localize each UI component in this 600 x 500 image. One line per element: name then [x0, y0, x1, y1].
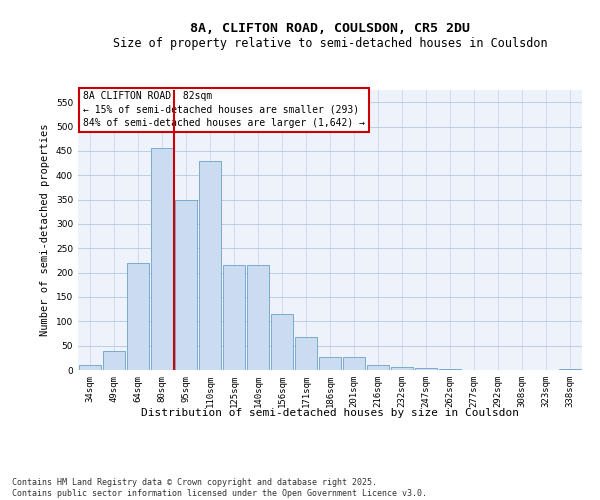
Bar: [559, 368, 581, 370]
Text: 8A, CLIFTON ROAD, COULSDON, CR5 2DU: 8A, CLIFTON ROAD, COULSDON, CR5 2DU: [190, 22, 470, 36]
Bar: [439, 369, 461, 370]
Text: Contains HM Land Registry data © Crown copyright and database right 2025.
Contai: Contains HM Land Registry data © Crown c…: [12, 478, 427, 498]
Text: Size of property relative to semi-detached houses in Coulsdon: Size of property relative to semi-detach…: [113, 38, 547, 51]
Bar: [223, 266, 245, 370]
Bar: [319, 357, 341, 370]
Bar: [415, 368, 437, 370]
Bar: [295, 337, 317, 370]
Bar: [343, 357, 365, 370]
Bar: [199, 160, 221, 370]
Text: Distribution of semi-detached houses by size in Coulsdon: Distribution of semi-detached houses by …: [141, 408, 519, 418]
Text: 8A CLIFTON ROAD: 82sqm
← 15% of semi-detached houses are smaller (293)
84% of se: 8A CLIFTON ROAD: 82sqm ← 15% of semi-det…: [83, 92, 365, 128]
Y-axis label: Number of semi-detached properties: Number of semi-detached properties: [40, 124, 50, 336]
Bar: [391, 366, 413, 370]
Bar: [175, 200, 197, 370]
Bar: [367, 365, 389, 370]
Bar: [151, 148, 173, 370]
Bar: [103, 352, 125, 370]
Bar: [247, 266, 269, 370]
Bar: [127, 263, 149, 370]
Bar: [79, 365, 101, 370]
Bar: [271, 314, 293, 370]
